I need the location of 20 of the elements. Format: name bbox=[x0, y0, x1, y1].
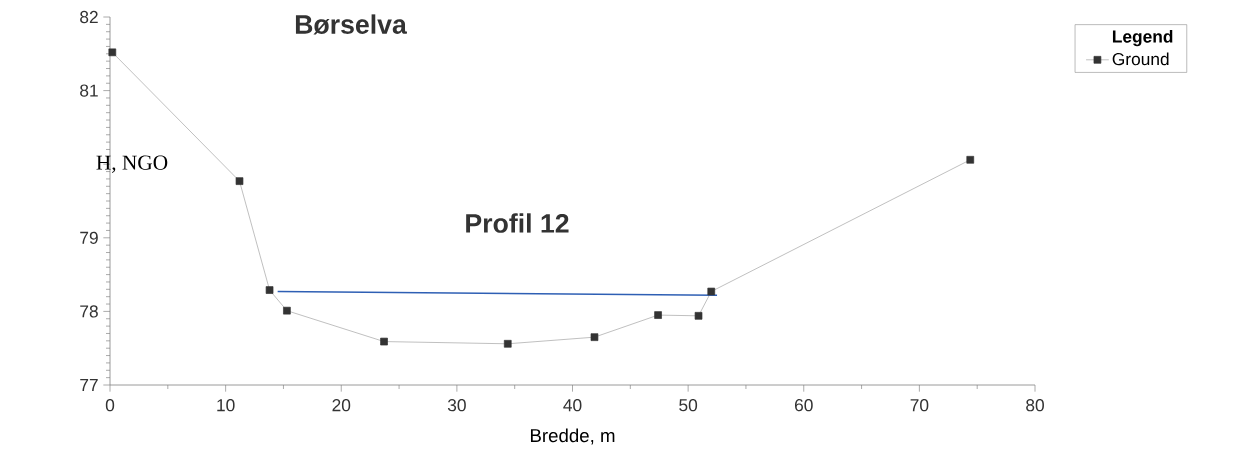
y-tick-label: 77 bbox=[80, 379, 98, 391]
y-tick-label: 81 bbox=[80, 84, 98, 97]
x-tick-label: 20 bbox=[332, 399, 351, 412]
x-tick-label: 80 bbox=[1026, 399, 1044, 412]
x-tick-label: 0 bbox=[105, 399, 115, 412]
annotation: Profil 12 bbox=[466, 213, 569, 233]
y-axis-title: H, NGO bbox=[96, 155, 168, 173]
legend-label: Ground bbox=[1112, 52, 1169, 66]
x-tick-label: 70 bbox=[910, 399, 929, 412]
legend-title: Legend bbox=[1112, 29, 1173, 47]
y-tick-label: 79 bbox=[80, 231, 98, 244]
x-tick-label: 10 bbox=[217, 399, 235, 412]
x-tick-label: 30 bbox=[447, 399, 466, 412]
x-tick-label: 60 bbox=[794, 399, 813, 412]
x-tick-label: 40 bbox=[563, 399, 582, 412]
x-tick-label: 50 bbox=[679, 399, 698, 412]
y-tick-label: 78 bbox=[80, 305, 98, 318]
x-axis-title: Bredde, m bbox=[530, 428, 615, 445]
y-tick-label: 82 bbox=[80, 10, 98, 24]
chart-title: Børselva bbox=[295, 14, 407, 35]
